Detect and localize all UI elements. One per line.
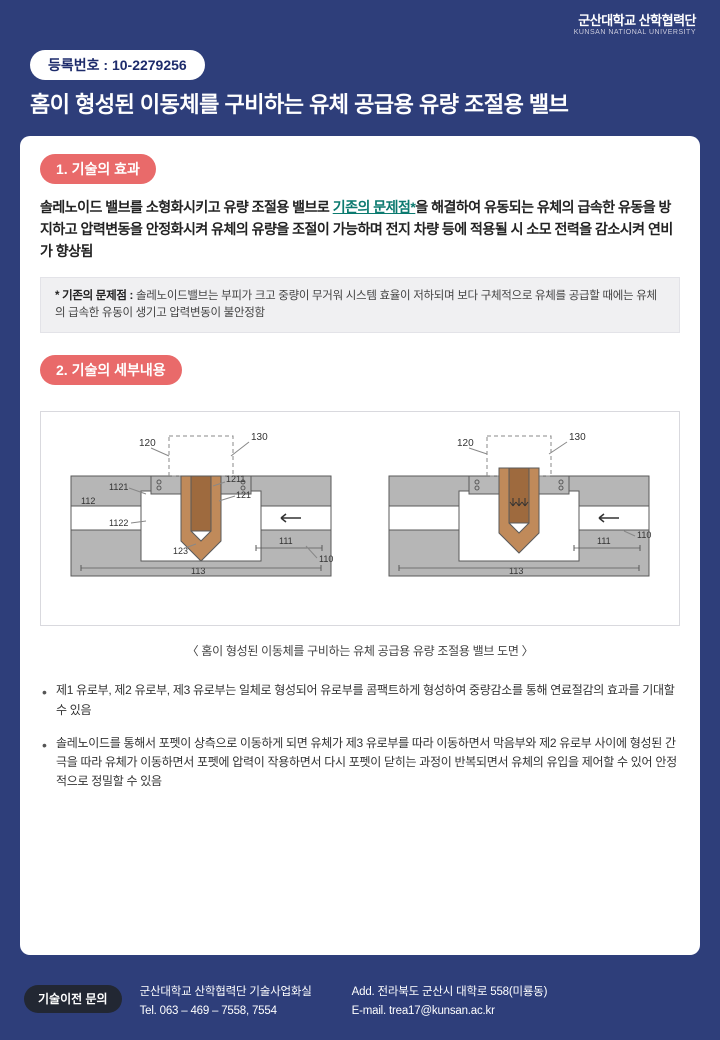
- svg-text:110: 110: [637, 530, 651, 540]
- bullet-item: 솔레노이드를 통해서 포펫이 상측으로 이동하게 되면 유체가 제3 유로부를 …: [40, 734, 680, 792]
- footer-email: E-mail. trea17@kunsan.ac.kr: [352, 1002, 548, 1022]
- footer-address: Add. 전라북도 군산시 대학로 558(미룡동): [352, 983, 548, 1003]
- svg-text:120: 120: [139, 438, 156, 449]
- footer: 기술이전 문의 군산대학교 산학협력단 기술사업화실 Tel. 063 – 46…: [0, 971, 720, 1040]
- diagram-left: 120 130 1121 1211 121 1122 123 112 111 1…: [49, 426, 353, 611]
- svg-text:1211: 1211: [226, 474, 245, 484]
- footer-col-1: 군산대학교 산학협력단 기술사업화실 Tel. 063 – 469 – 7558…: [140, 983, 312, 1022]
- note-box: * 기존의 문제점 : 솔레노이드밸브는 부피가 크고 중량이 무거워 시스템 …: [40, 277, 680, 334]
- s1-keyword: 기존의 문제점*: [333, 199, 416, 215]
- note-text: 솔레노이드밸브는 부피가 크고 중량이 무거워 시스템 효율이 저하되며 보다 …: [55, 290, 657, 319]
- svg-text:121: 121: [236, 490, 251, 500]
- diagram-right: 120 130 111 110 113: [367, 426, 671, 611]
- content-card: 1. 기술의 효과 솔레노이드 밸브를 소형화시키고 유량 조절용 밸브로 기존…: [20, 136, 700, 955]
- svg-text:113: 113: [191, 566, 205, 576]
- bullet-item: 제1 유로부, 제2 유로부, 제3 유로부는 일체로 형성되어 유로부를 콤팩…: [40, 681, 680, 719]
- page-title: 홈이 형성된 이동체를 구비하는 유체 공급용 유량 조절용 밸브: [30, 90, 690, 120]
- footer-col-2: Add. 전라북도 군산시 대학로 558(미룡동) E-mail. trea1…: [352, 983, 548, 1022]
- logo-text: 군산대학교 산학협력단: [578, 13, 696, 28]
- logo-subtext: KUNSAN NATIONAL UNIVERSITY: [24, 29, 696, 36]
- svg-text:112: 112: [81, 496, 95, 506]
- svg-text:110: 110: [319, 554, 333, 564]
- svg-text:111: 111: [597, 536, 611, 546]
- note-label: * 기존의 문제점 :: [55, 290, 133, 302]
- valve-svg-right: 120 130 111 110 113: [367, 426, 671, 606]
- footer-pill: 기술이전 문의: [24, 985, 122, 1013]
- header: 군산대학교 산학협력단 KUNSAN NATIONAL UNIVERSITY: [0, 0, 720, 42]
- svg-text:1122: 1122: [109, 518, 128, 528]
- svg-text:130: 130: [569, 432, 586, 443]
- s1-text-a: 솔레노이드 밸브를 소형화시키고 유량 조절용 밸브로: [40, 199, 333, 215]
- footer-tel: Tel. 063 – 469 – 7558, 7554: [140, 1002, 312, 1022]
- registration-pill: 등록번호 : 10-2279256: [30, 50, 205, 80]
- svg-text:111: 111: [279, 536, 293, 546]
- section2-pill: 2. 기술의 세부내용: [40, 355, 182, 385]
- bullet-list: 제1 유로부, 제2 유로부, 제3 유로부는 일체로 형성되어 유로부를 콤팩…: [40, 681, 680, 791]
- diagram-area: 120 130 1121 1211 121 1122 123 112 111 1…: [40, 411, 680, 626]
- title-area: 등록번호 : 10-2279256 홈이 형성된 이동체를 구비하는 유체 공급…: [0, 42, 720, 136]
- section1-pill: 1. 기술의 효과: [40, 154, 156, 184]
- svg-text:1121: 1121: [109, 482, 128, 492]
- diagram-caption: 〈 홈이 형성된 이동체를 구비하는 유체 공급용 유량 조절용 밸브 도면 〉: [40, 642, 680, 659]
- svg-text:130: 130: [251, 432, 268, 443]
- svg-text:120: 120: [457, 438, 474, 449]
- svg-text:113: 113: [509, 566, 523, 576]
- section1-text: 솔레노이드 밸브를 소형화시키고 유량 조절용 밸브로 기존의 문제점*을 해결…: [40, 196, 680, 263]
- university-logo: 군산대학교 산학협력단: [24, 10, 696, 29]
- valve-svg-left: 120 130 1121 1211 121 1122 123 112 111 1…: [49, 426, 353, 606]
- footer-org: 군산대학교 산학협력단 기술사업화실: [140, 983, 312, 1003]
